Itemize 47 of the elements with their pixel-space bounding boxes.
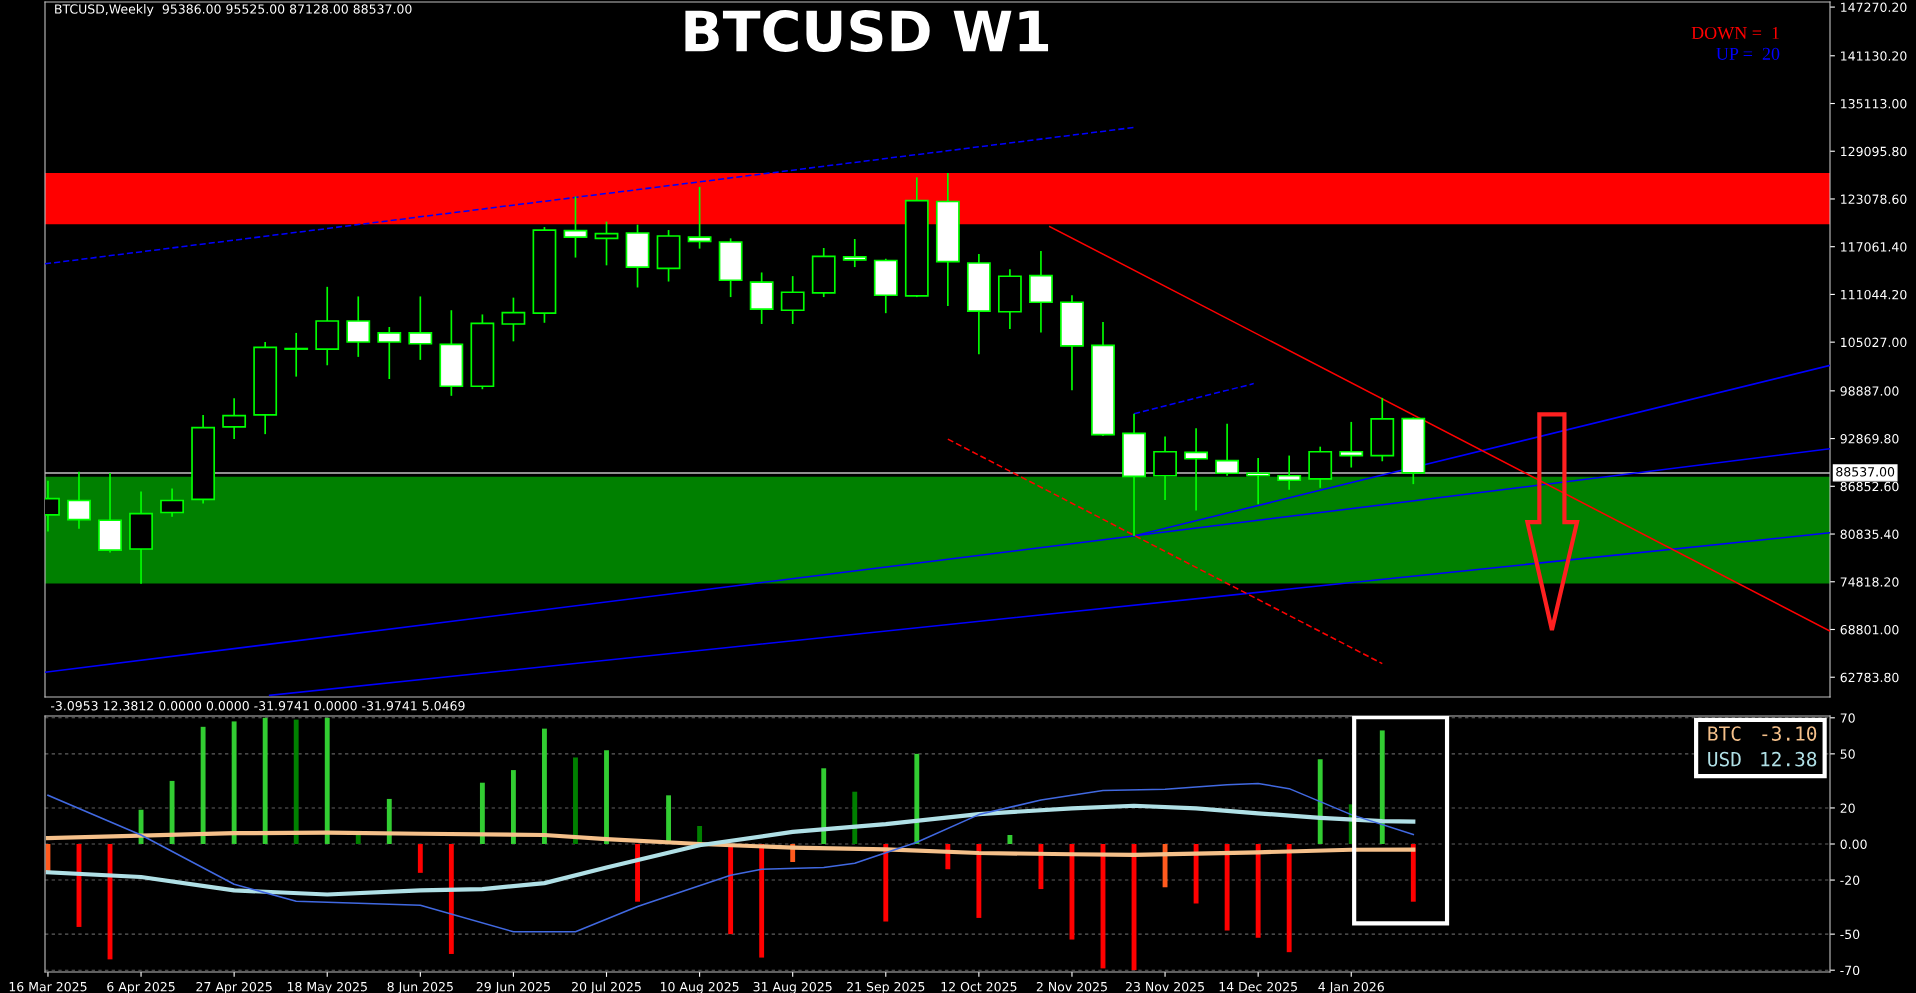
y-tick-label: 80835.40 — [1840, 529, 1899, 539]
y-tick-label: 129095.80 — [1841, 146, 1907, 157]
text: BTC — [1708, 726, 1741, 741]
x-tick-label: 21 Sep 2025 — [847, 981, 925, 993]
y-tick-label: 123078.60 — [1841, 194, 1907, 204]
text: USD — [1708, 751, 1741, 767]
y-tick-label: 141130.20 — [1841, 51, 1907, 61]
x-tick-label: 29 Jun 2025 — [476, 981, 550, 993]
y-tick-label: 111044.20 — [1841, 289, 1907, 300]
text: -3.0953 12.3812 0.0000 0.0000 -31.9741 0.0000 -31.9741 5.0469 — [50, 701, 465, 711]
annotation: -3.10 — [1762, 726, 1817, 741]
annotation: UP = 20 — [1716, 47, 1780, 60]
annotation: BTCUSD,Weekly 95386.00 95525.00 87128.00 88537.00 — [55, 4, 412, 17]
x-tick-label: 4 Jan 2026 — [1318, 981, 1384, 993]
y-tick-label: 68801.00 — [1840, 624, 1899, 635]
x-tick-label: 31 Aug 2025 — [753, 981, 832, 993]
y-tick-label: 62783.80 — [1840, 672, 1899, 683]
y-tick-label: 92869.80 — [1840, 434, 1899, 444]
annotation: 12.38 — [1761, 751, 1817, 767]
x-tick-label: 6 Apr 2025 — [107, 981, 175, 993]
y-tick-label: 117061.40 — [1841, 242, 1907, 252]
x-tick-label: 14 Dec 2025 — [1219, 981, 1297, 992]
x-tick-label: 16 Mar 2025 — [9, 981, 87, 992]
y-tick-label: -50 — [1840, 929, 1860, 940]
y-tick-label: 0.00 — [1840, 839, 1867, 849]
y-tick-label: 50 — [1840, 749, 1855, 759]
y-tick-label: -70 — [1840, 965, 1860, 976]
y-tick-label: 20 — [1840, 803, 1855, 813]
x-tick-label: 23 Nov 2025 — [1125, 981, 1204, 992]
ref-line-label: 88537.00 — [1836, 467, 1895, 477]
y-tick-label: 98887.00 — [1840, 386, 1899, 396]
y-tick-label: -20 — [1840, 875, 1860, 885]
y-tick-label: 105027.00 — [1841, 337, 1907, 348]
annotation: DOWN = 1 — [1691, 26, 1779, 40]
x-tick-label: 10 Aug 2025 — [660, 981, 739, 993]
y-tick-label: 70 — [1840, 713, 1855, 723]
y-tick-label: 147270.20 — [1841, 2, 1907, 12]
x-tick-label: 18 May 2025 — [287, 981, 367, 993]
x-tick-label: 12 Oct 2025 — [941, 981, 1017, 992]
y-tick-label: 74818.20 — [1840, 577, 1899, 587]
x-tick-label: 2 Nov 2025 — [1036, 981, 1107, 992]
x-tick-label: 20 Jul 2025 — [572, 981, 641, 993]
x-tick-label: 27 Apr 2025 — [196, 981, 272, 993]
chart-title: BTCUSD W1 — [685, 9, 1049, 52]
y-tick-label: 86852.60 — [1840, 481, 1899, 492]
x-tick-label: 8 Jun 2025 — [387, 981, 453, 993]
y-tick-label: 135113.00 — [1841, 98, 1907, 109]
